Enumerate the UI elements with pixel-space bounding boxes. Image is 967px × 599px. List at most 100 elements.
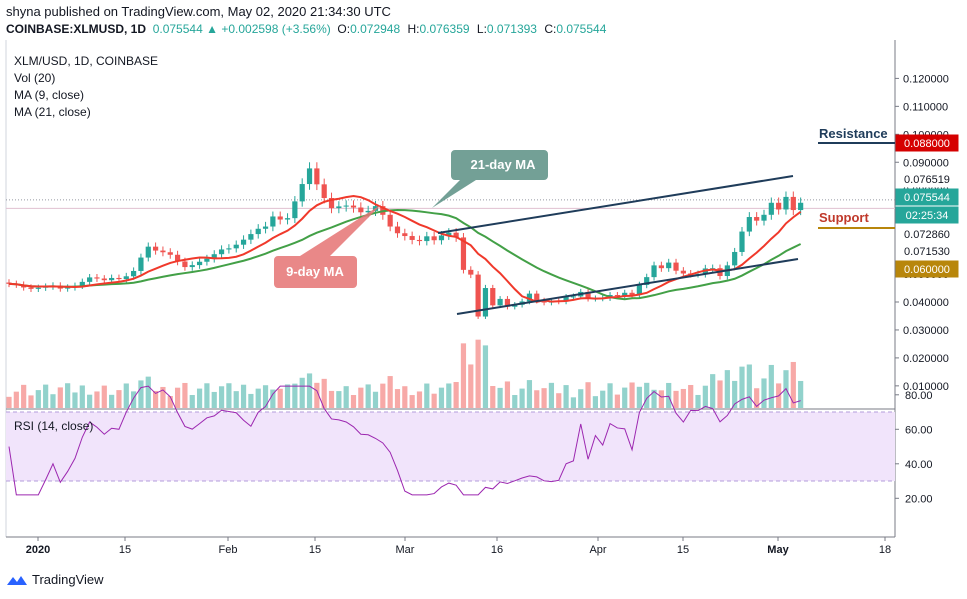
volume-bar xyxy=(644,382,650,408)
volume-bar xyxy=(798,380,804,408)
candle-body xyxy=(292,201,298,219)
volume-bar xyxy=(578,389,584,408)
volume-bar xyxy=(328,390,335,408)
candle-body xyxy=(644,277,650,285)
footer-brand[interactable]: TradingView xyxy=(32,572,104,587)
candle-body xyxy=(299,184,305,202)
candle-body xyxy=(240,239,247,245)
candle-body xyxy=(526,293,533,302)
candle-body xyxy=(255,228,261,235)
volume-bar xyxy=(460,343,467,408)
open-value: 0.072948 xyxy=(350,22,401,36)
volume-bar xyxy=(57,387,63,408)
candle-body xyxy=(798,202,804,211)
volume-bar xyxy=(270,389,276,408)
volume-bar xyxy=(131,391,137,408)
candle-body xyxy=(343,205,349,207)
volume-bar xyxy=(28,395,34,408)
price-badge xyxy=(895,260,959,278)
price-badge xyxy=(895,134,959,152)
volume-bar xyxy=(21,384,27,408)
volume-bar xyxy=(240,384,247,408)
volume-bar xyxy=(314,382,320,408)
candle-body xyxy=(167,252,173,255)
candle-body xyxy=(270,216,276,227)
symbol[interactable]: COINBASE:XLMUSD, 1D xyxy=(6,22,147,36)
volume-bar xyxy=(167,396,173,408)
candle-body xyxy=(431,236,437,241)
ma9-callout-label: 9-day MA xyxy=(286,264,344,279)
volume-bar xyxy=(548,382,555,408)
candle-body xyxy=(790,196,796,211)
volume-bar xyxy=(218,386,225,408)
volume-bar xyxy=(453,382,459,408)
candle-body xyxy=(732,251,738,266)
last-price: 0.075544 xyxy=(152,22,203,36)
up-arrow-icon: ▲ xyxy=(206,22,218,36)
y-tick-label: 0.090000 xyxy=(903,157,949,169)
price-badge xyxy=(895,188,959,206)
candle-body xyxy=(783,196,789,210)
candle-body xyxy=(196,261,203,266)
y-tick-label: 0.020000 xyxy=(903,353,949,365)
volume-bar xyxy=(446,383,452,408)
volume-bar xyxy=(409,395,415,408)
rsi-tick-label: 60.00 xyxy=(905,424,933,436)
volume-bar xyxy=(211,391,217,408)
volume-bar xyxy=(614,394,620,408)
volume-bar xyxy=(607,383,613,408)
volume-bar xyxy=(94,391,100,408)
volume-bar xyxy=(292,383,298,408)
candle-body xyxy=(416,239,423,242)
volume-bar xyxy=(592,396,598,408)
rsi-line xyxy=(8,385,801,496)
ma9-line xyxy=(8,194,802,303)
price-badge-label: 0.072860 xyxy=(904,229,950,241)
volume-bar xyxy=(321,378,327,408)
volume-bar xyxy=(402,386,408,408)
candle-body xyxy=(94,277,100,279)
low-label: L: xyxy=(476,22,487,36)
volume-bar xyxy=(35,390,41,408)
rsi-tick-label: 80.00 xyxy=(905,390,933,402)
candle-body xyxy=(776,202,782,210)
volume-bar xyxy=(482,345,489,408)
candle-body xyxy=(174,254,181,262)
candle-body xyxy=(189,265,195,268)
volume-bar xyxy=(372,391,379,408)
tradingview-logo-icon[interactable] xyxy=(6,574,28,586)
y-tick-label: 0.030000 xyxy=(903,325,949,337)
candle-body xyxy=(6,282,12,284)
candle-body xyxy=(614,295,620,297)
change: +0.002598 (+3.56%) xyxy=(221,22,331,36)
open-label: O: xyxy=(337,22,351,36)
volume-bar xyxy=(739,366,745,408)
candle-body xyxy=(512,304,518,307)
volume-bar xyxy=(79,385,85,408)
volume-bar xyxy=(673,390,679,408)
candle-body xyxy=(468,269,474,275)
volume-bar xyxy=(153,390,159,408)
volume-bar xyxy=(497,387,503,408)
price-badge-label: 0.088000 xyxy=(904,138,950,150)
volume-bar xyxy=(504,381,511,408)
volume-bar xyxy=(761,378,767,408)
volume-bar xyxy=(255,388,261,408)
volume-bar xyxy=(358,387,364,408)
volume-bar xyxy=(534,390,540,408)
candle-body xyxy=(460,237,467,270)
volume-bar xyxy=(585,382,591,408)
volume-bar xyxy=(394,389,401,408)
volume-bar xyxy=(438,387,445,408)
x-tick-label: 16 xyxy=(491,544,503,556)
volume-bar xyxy=(468,364,474,408)
candle-body xyxy=(116,277,122,280)
volume-bar xyxy=(490,386,496,408)
volume-bar xyxy=(710,374,716,408)
price-badge xyxy=(895,206,959,224)
candle-body xyxy=(673,262,679,271)
candle-body xyxy=(541,300,547,303)
price-badge-label: 02:25:34 xyxy=(906,210,949,222)
volume-bar xyxy=(160,386,166,408)
